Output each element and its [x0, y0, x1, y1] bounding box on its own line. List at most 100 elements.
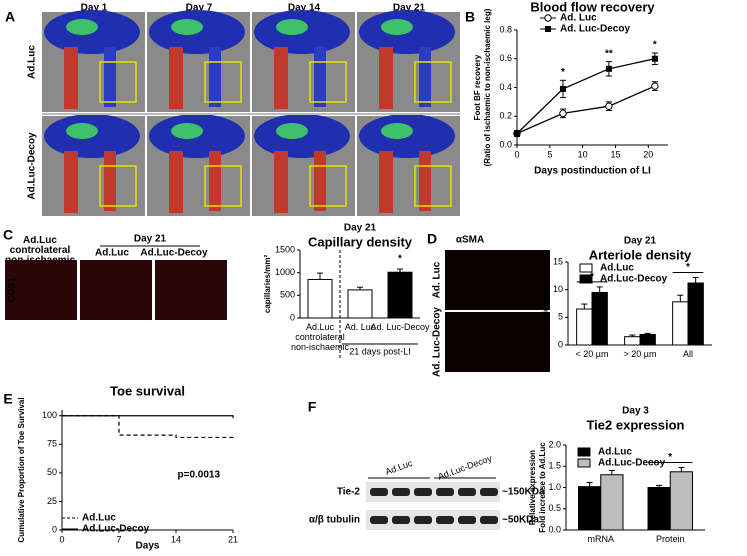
rotated-label: Relative expression	[528, 450, 537, 525]
doppler-blob	[171, 19, 203, 35]
x-tick-label-box: Ad. Luc-Decoy	[370, 322, 430, 332]
bar	[600, 474, 624, 531]
micrograph	[155, 260, 227, 320]
size-label: ~50KDa	[502, 515, 539, 526]
x-axis-label: Days	[136, 541, 160, 552]
roi-box	[309, 165, 347, 207]
column-label: Day 14	[288, 3, 321, 14]
bar	[624, 336, 641, 346]
panel-letter: E	[3, 391, 12, 407]
x-tick-label-box: Protein	[655, 534, 685, 544]
rotated-label: Ad.Luc-Decoy	[27, 132, 38, 200]
x-tick-label: 10	[578, 149, 588, 159]
bar	[672, 301, 689, 346]
roi-box	[204, 61, 242, 103]
blot-band	[370, 488, 388, 496]
x-axis-label: Days postinduction of LI	[534, 166, 651, 177]
y-tick-label: 0	[290, 312, 295, 322]
doppler-blob	[381, 123, 413, 139]
legend-swatch	[579, 263, 593, 273]
blot-band	[458, 516, 476, 524]
significance: *	[668, 452, 672, 463]
legend-label: Ad.Luc-Decoy	[82, 524, 150, 535]
chart-title: Toe survival	[110, 383, 185, 398]
significance: **	[605, 48, 613, 59]
x-tick-label: 7	[116, 534, 121, 544]
doppler-leg	[209, 151, 221, 211]
x-tick-label-box: Ad.Luc controlateral non-ischaemic	[291, 322, 349, 352]
bar	[687, 282, 704, 346]
survival-curve	[62, 415, 234, 440]
y-tick-label: 1000	[275, 267, 295, 277]
chart-subtitle: Day 21	[624, 236, 657, 247]
blot-band	[392, 488, 410, 496]
y-tick-label: 25	[47, 496, 57, 506]
doppler-blob	[66, 19, 98, 35]
y-tick-label: 50	[47, 467, 57, 477]
legend-label: Ad.Luc-Decoy	[598, 458, 666, 469]
roi-box	[414, 165, 452, 207]
bar	[639, 333, 656, 346]
x-tick-label: 14	[171, 534, 181, 544]
x-tick-label: 15	[610, 149, 620, 159]
legend-label: Ad.Luc	[82, 513, 116, 524]
panel-letter: D	[427, 231, 437, 247]
blot-band	[414, 488, 432, 496]
bar	[347, 289, 373, 319]
significance: *	[398, 254, 402, 265]
x-tick-label: < 20 µm	[575, 349, 609, 359]
doppler-blob	[381, 19, 413, 35]
x-tick-label: mRNA	[587, 534, 615, 544]
legend-swatch	[577, 447, 591, 457]
bar	[647, 487, 671, 531]
doppler-blob	[66, 123, 98, 139]
roi-box	[309, 61, 347, 103]
legend-label: Ad. Luc-Decoy	[560, 24, 630, 35]
legend-label: Ad.Luc	[598, 447, 632, 458]
significance: *	[561, 67, 565, 78]
micrograph	[5, 260, 77, 320]
row-label: Tie-2	[337, 487, 361, 498]
significance: *	[590, 272, 594, 283]
x-tick-label: 5	[547, 149, 552, 159]
rotated-label: Ad. Luc	[432, 261, 443, 298]
rotated-label: arterioles/mm²	[541, 276, 550, 331]
micrograph	[445, 250, 550, 310]
lane-label: Ad.Luc-Decoy	[437, 453, 494, 482]
doppler-leg	[64, 151, 78, 213]
blot-band	[480, 516, 498, 524]
roi-box	[414, 61, 452, 103]
legend-swatch	[579, 274, 593, 284]
y-tick-label: 15	[553, 256, 563, 266]
y-tick-label: 1.0	[548, 482, 561, 492]
bar	[578, 486, 602, 531]
group-label: 21 days post-LI	[349, 346, 411, 356]
significance: *	[686, 262, 690, 273]
chart-title: Capillary density	[308, 234, 413, 249]
doppler-blob	[276, 123, 308, 139]
roi-box	[99, 61, 137, 103]
doppler-leg	[209, 47, 221, 107]
blot-band	[370, 516, 388, 524]
doppler-leg	[379, 151, 393, 213]
x-tick-label: 20	[643, 149, 653, 159]
series-line	[516, 85, 656, 135]
x-tick-label: 0	[59, 534, 64, 544]
micrograph	[445, 312, 550, 372]
doppler-leg	[314, 151, 326, 211]
blot-band	[458, 488, 476, 496]
column-label: Day 1	[81, 3, 108, 14]
blot-band	[436, 516, 454, 524]
blot-band	[480, 488, 498, 496]
bar	[591, 291, 608, 346]
marker	[605, 102, 613, 110]
x-tick-label-box: mRNA	[587, 534, 615, 544]
roi-box	[99, 165, 137, 207]
y-tick-label: 1.5	[548, 461, 561, 471]
y-tick-label: 0.5	[548, 503, 561, 513]
rotated-label: capillaries/mm²	[263, 255, 272, 314]
x-tick-label: Ad. Luc-Decoy	[370, 322, 430, 332]
x-tick-label: > 20 µm	[623, 349, 657, 359]
x-tick-label: Protein	[655, 534, 685, 544]
legend-label: Ad.Luc	[600, 263, 634, 274]
